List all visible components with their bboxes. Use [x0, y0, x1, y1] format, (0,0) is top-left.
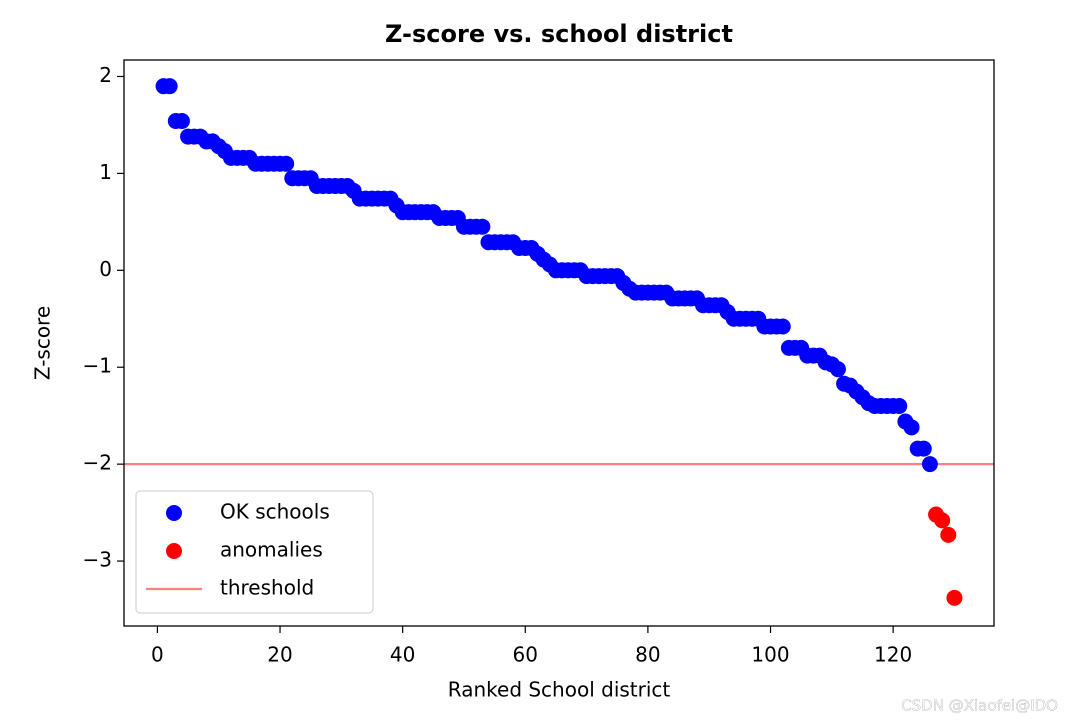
legend-label: OK schools	[220, 500, 330, 524]
legend-label: anomalies	[220, 538, 323, 562]
y-tick-label: 0	[99, 257, 112, 281]
point	[915, 440, 932, 457]
x-tick-label: 120	[874, 643, 912, 667]
y-tick-label: 1	[99, 160, 112, 184]
chart-title: Z-score vs. school district	[385, 20, 733, 48]
point	[946, 589, 963, 606]
point	[940, 526, 957, 543]
x-tick-label: 20	[267, 643, 292, 667]
x-axis-label: Ranked School district	[448, 678, 671, 702]
point	[921, 456, 938, 473]
point	[903, 419, 920, 436]
y-tick-label: −1	[83, 354, 112, 378]
y-tick-label: −2	[83, 451, 112, 475]
legend-box	[135, 490, 374, 614]
y-tick-label: −3	[83, 548, 112, 572]
point	[278, 155, 295, 172]
plot-frame	[123, 59, 995, 627]
point	[173, 113, 190, 130]
legend-marker	[166, 505, 182, 521]
point	[891, 397, 908, 414]
legend-label: threshold	[220, 576, 314, 600]
x-tick-label: 60	[513, 643, 538, 667]
y-axis-label: Z-score	[31, 306, 55, 380]
point	[774, 318, 791, 335]
point	[934, 512, 951, 529]
x-tick-label: 0	[151, 643, 164, 667]
point	[829, 361, 846, 378]
y-tick-label: 2	[99, 63, 112, 87]
watermark: CSDN @Xiaofei@IDO	[901, 697, 1058, 715]
x-tick-label: 100	[751, 643, 789, 667]
x-tick-label: 40	[390, 643, 415, 667]
x-tick-label: 80	[635, 643, 660, 667]
legend-marker	[166, 543, 182, 559]
point	[161, 78, 178, 95]
point	[474, 218, 491, 235]
